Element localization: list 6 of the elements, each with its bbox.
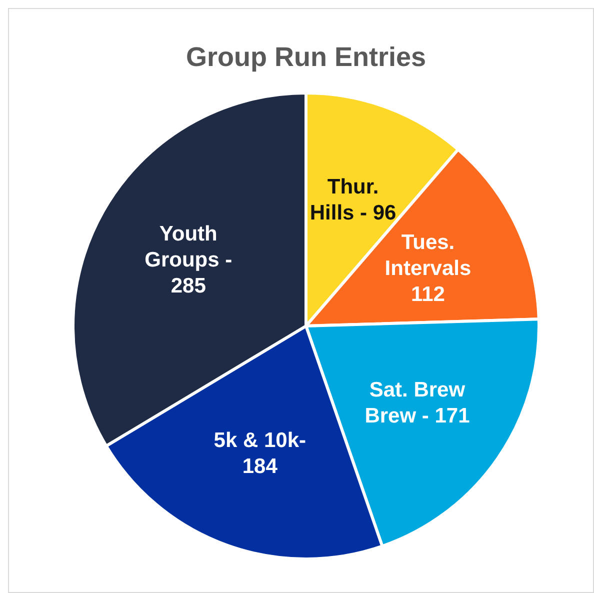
slice-label: Youth Groups - 285 — [144, 222, 232, 298]
slice-label: 5k & 10k- 184 — [214, 429, 306, 478]
slice-label: Thur. Hills - 96 — [310, 175, 396, 224]
slice-label: Sat. Brew Brew - 171 — [364, 378, 470, 428]
slice-label: Tues. Intervals 112 — [384, 230, 472, 306]
chart-title: Group Run Entries — [186, 42, 426, 72]
